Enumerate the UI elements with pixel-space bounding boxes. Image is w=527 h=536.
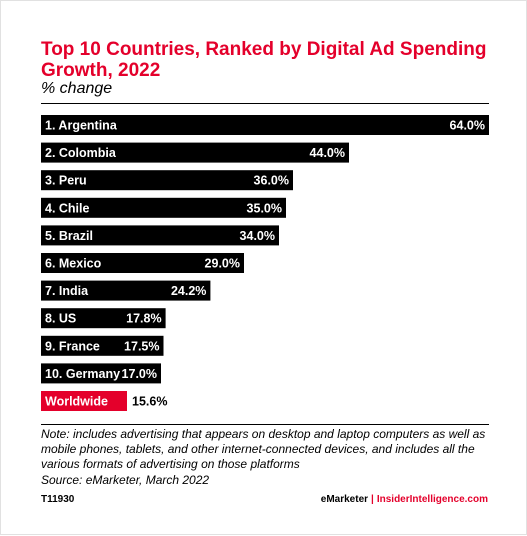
category-label-colombia: 2. Colombia — [45, 146, 117, 160]
bar-worldwide — [41, 391, 127, 411]
top-divider — [41, 103, 489, 104]
category-label-mexico: 6. Mexico — [45, 257, 102, 271]
value-label-mexico: 29.0% — [205, 257, 240, 271]
bar-argentina — [41, 115, 489, 135]
value-label-colombia: 44.0% — [310, 146, 345, 160]
value-label-india: 24.2% — [171, 284, 206, 298]
category-label-brazil: 5. Brazil — [45, 229, 93, 243]
bar-peru — [41, 170, 293, 191]
brand-footer: eMarketer | InsiderIntelligence.com — [321, 494, 488, 505]
bottom-divider — [41, 424, 489, 425]
category-label-peru: 3. Peru — [45, 174, 87, 188]
bar-india — [41, 280, 211, 301]
bar-us — [41, 308, 166, 329]
value-label-germany: 17.0% — [122, 367, 157, 381]
category-label-us: 8. US — [45, 312, 76, 326]
bar-mexico — [41, 253, 244, 273]
value-label-chile: 35.0% — [247, 201, 282, 215]
category-label-france: 9. France — [45, 339, 100, 353]
bar-colombia — [41, 142, 349, 163]
category-label-chile: 4. Chile — [45, 201, 90, 215]
chart-source: Source: eMarketer, March 2022 — [41, 473, 210, 487]
chart-title: Top 10 Countries, Ranked by Digital Ad S… — [41, 39, 487, 81]
category-label-worldwide: Worldwide — [45, 395, 108, 409]
value-label-worldwide: 15.6% — [132, 395, 167, 409]
value-label-france: 17.5% — [124, 339, 159, 353]
brand-primary: eMarketer — [320, 494, 369, 505]
bar-france — [41, 335, 164, 356]
chart-code: T11930 — [41, 494, 75, 505]
chart-subtitle: % change — [41, 80, 113, 97]
bar-chile — [41, 197, 286, 218]
value-label-argentina: 64.0% — [450, 119, 485, 133]
value-label-us: 17.8% — [126, 312, 161, 326]
category-label-argentina: 1. Argentina — [45, 119, 118, 133]
brand-separator: | — [371, 494, 374, 505]
value-label-peru: 36.0% — [254, 174, 289, 188]
bar-germany — [41, 363, 161, 384]
value-label-brazil: 34.0% — [240, 229, 275, 243]
category-label-germany: 10. Germany — [45, 367, 120, 381]
chart-note: Note: includes advertising that appears … — [41, 427, 486, 471]
brand-secondary: InsiderIntelligence.com — [376, 494, 488, 505]
bar-brazil — [41, 225, 279, 246]
category-label-india: 7. India — [45, 284, 89, 298]
